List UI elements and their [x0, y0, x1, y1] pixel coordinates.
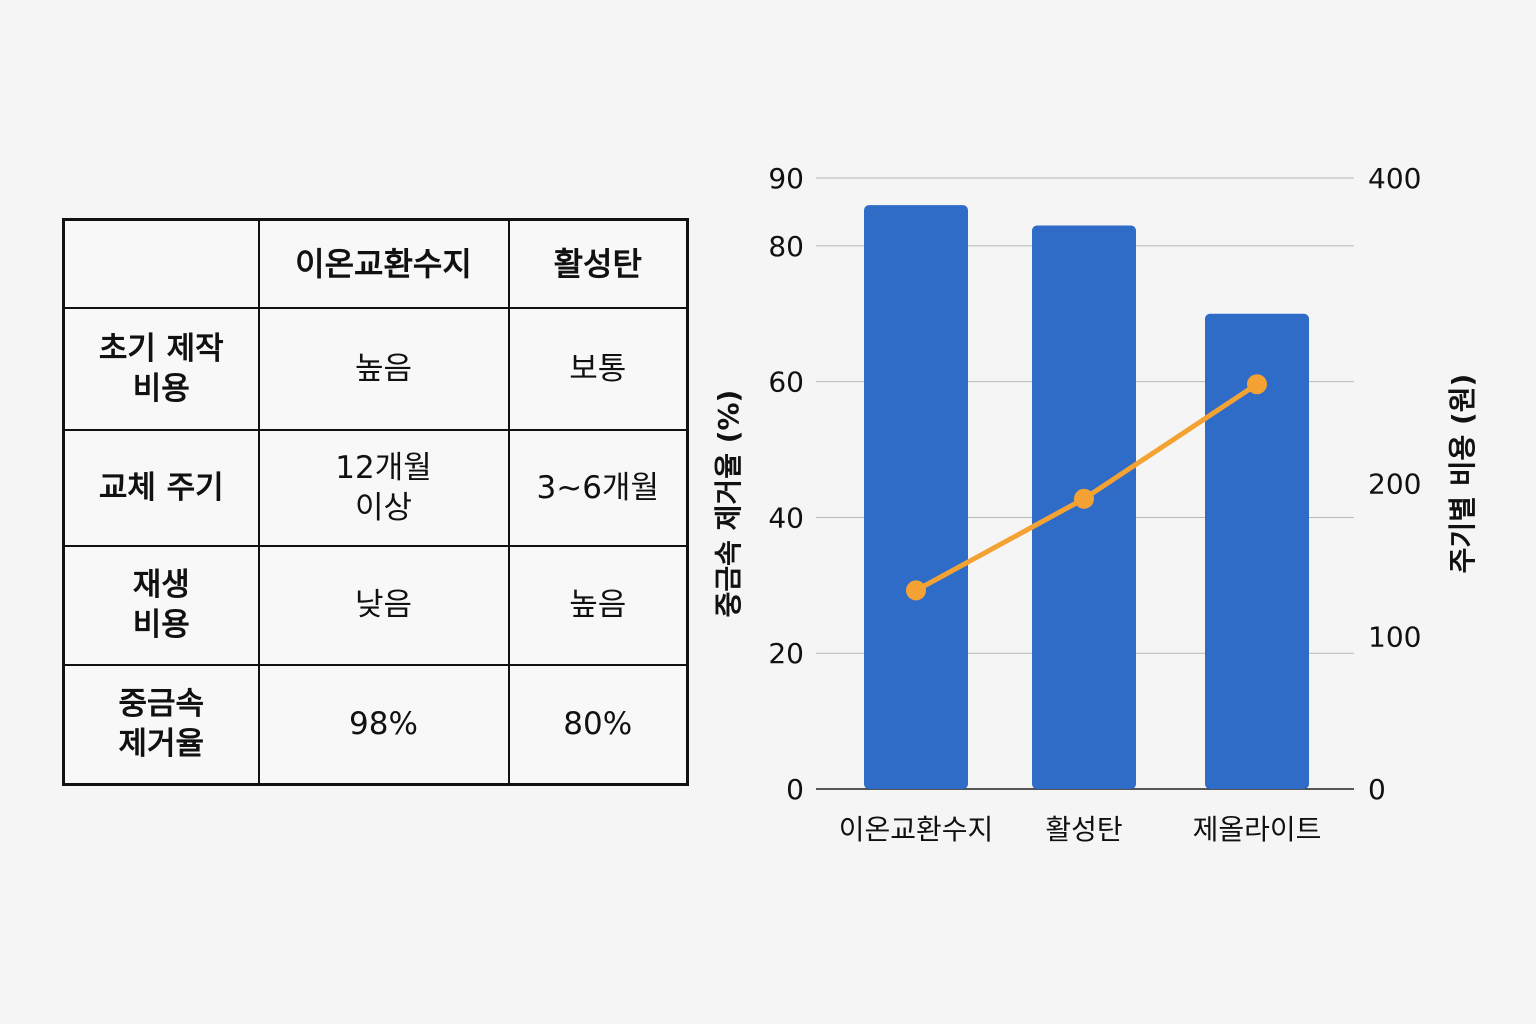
x-tick-label: 이온교환수지	[839, 813, 994, 846]
y-left-tick-label: 60	[768, 366, 804, 399]
y-right-tick-label: 200	[1368, 468, 1421, 501]
row-header-replacement-cycle: 교체 주기	[62, 428, 260, 547]
y-left-tick-label: 90	[768, 162, 804, 195]
table-cell: 보통	[507, 306, 689, 431]
table-row: 중금속 제거율 98% 80%	[62, 663, 689, 786]
header-cell-activated-carbon: 활성탄	[507, 218, 689, 309]
table-cell: 높음	[257, 306, 510, 431]
line-point	[1247, 374, 1267, 395]
line-point	[906, 580, 926, 601]
x-tick-label: 제올라이트	[1193, 813, 1322, 846]
y-left-tick-label: 40	[768, 501, 804, 534]
table-cell: 80%	[507, 663, 689, 786]
y-left-tick-label: 0	[786, 773, 804, 806]
table-row: 교체 주기 12개월 이상 3~6개월	[62, 428, 689, 547]
table-cell: 98%	[257, 663, 510, 786]
table-cell: 높음	[507, 544, 689, 666]
y-left-tick-label: 80	[768, 230, 804, 263]
table-cell: 3~6개월	[507, 428, 689, 547]
y-right-tick-label: 100	[1368, 620, 1421, 653]
bar	[864, 205, 968, 790]
y-right-tick-label: 400	[1368, 162, 1421, 195]
line-point	[1074, 488, 1094, 509]
row-header-regeneration-cost: 재생 비용	[62, 544, 260, 666]
row-header-initial-cost: 초기 제작 비용	[62, 306, 260, 431]
combo-chart: 0 20 40 60 80 90 0 100 200 400 중금속 제거율 (%) 주기별 비용 (…	[712, 162, 1479, 846]
y-left-axis-title: 중금속 제거율 (%)	[712, 390, 745, 618]
table-cell: 낮음	[257, 544, 510, 666]
row-header-removal-rate: 중금속 제거율	[62, 663, 260, 786]
y-left-tick-label: 20	[768, 637, 804, 670]
table-header-row: 이온교환수지 활성탄	[62, 218, 689, 309]
table-cell: 12개월 이상	[257, 428, 510, 547]
bar	[1205, 313, 1309, 789]
y-right-axis-title: 주기별 비용 (원)	[1446, 374, 1479, 574]
x-tick-label: 활성탄	[1045, 813, 1122, 846]
table-row: 초기 제작 비용 높음 보통	[62, 306, 689, 431]
comparison-table: 이온교환수지 활성탄 초기 제작 비용 높음 보통 교체 주기 12개월 이상 …	[62, 218, 689, 786]
table-row: 재생 비용 낮음 높음	[62, 544, 689, 666]
header-cell-ion-exchange: 이온교환수지	[257, 218, 510, 309]
header-cell-empty	[62, 218, 260, 309]
y-right-tick-label: 0	[1368, 773, 1386, 806]
